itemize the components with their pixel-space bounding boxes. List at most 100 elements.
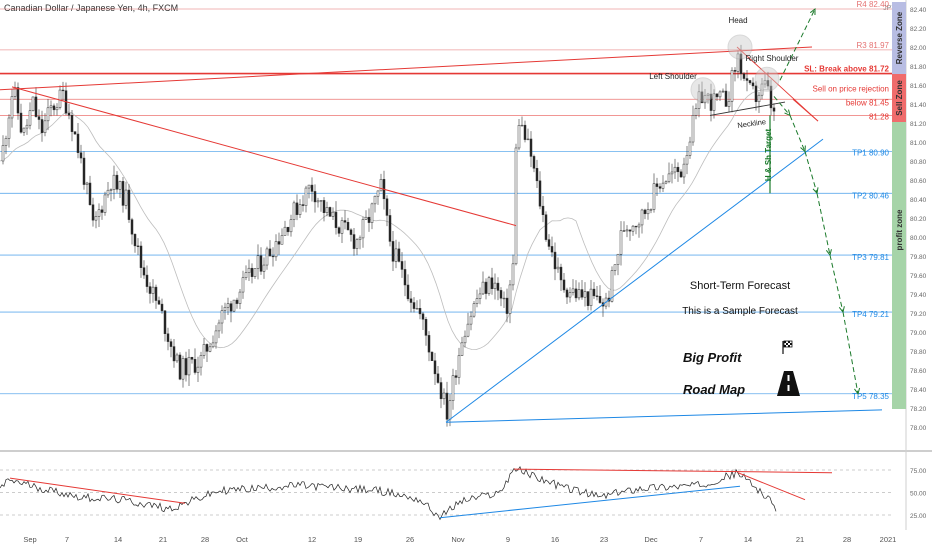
sell-zone-label: Sell Zone [895, 80, 904, 116]
y-tick-label: 78.80 [910, 349, 927, 356]
candle-body [709, 93, 713, 111]
candle-body [223, 306, 227, 311]
x-tick-label: 14 [114, 535, 122, 544]
candle-body [706, 93, 710, 96]
candle-body [550, 246, 554, 253]
candle-body [298, 204, 302, 215]
candle-body [19, 112, 23, 133]
candle-body [571, 288, 575, 293]
y-tick-label: 79.00 [910, 330, 927, 337]
candle-body [16, 87, 20, 114]
candle-body [352, 234, 356, 249]
x-tick-label: 14 [744, 535, 752, 544]
candle-body [232, 299, 236, 312]
candle-body [415, 308, 419, 310]
x-tick-label: 21 [159, 535, 167, 544]
y-tick-label: 78.40 [910, 387, 927, 394]
candle-body [316, 200, 320, 203]
candle-body [568, 292, 572, 298]
candle-body [88, 182, 92, 206]
candle-body [622, 230, 626, 232]
candle-body [649, 209, 653, 211]
candle-body [100, 209, 104, 213]
candle-body [127, 189, 131, 220]
candle-body [484, 281, 488, 294]
road-icon [777, 371, 800, 396]
candle-body [739, 53, 743, 75]
candle-body [640, 209, 644, 226]
candle-body [118, 181, 122, 190]
x-tick-label: 28 [201, 535, 209, 544]
candle-body [763, 80, 767, 85]
x-tick-label: Dec [644, 535, 658, 544]
y-tick-label: 80.40 [910, 197, 927, 204]
right-shoulder-label: Right Shoulder [746, 54, 799, 63]
level-label: 81.28 [869, 112, 890, 121]
candle-body [460, 342, 464, 356]
candle-body [598, 296, 602, 303]
osc-y-tick-label: 25.00 [910, 513, 927, 520]
candle-body [703, 95, 707, 104]
candle-body [169, 341, 173, 347]
candle-body [358, 237, 362, 240]
candle-body [196, 366, 200, 373]
forecast-arrow [829, 254, 844, 313]
candle-body [574, 288, 578, 299]
y-tick-label: 81.20 [910, 121, 927, 128]
candle-body [655, 183, 659, 187]
y-tick-label: 78.20 [910, 406, 927, 413]
moving-average-line [0, 89, 773, 351]
candle-body [664, 181, 668, 184]
candle-body [394, 248, 398, 262]
candle-body [124, 189, 128, 206]
osc-y-tick-label: 75.00 [910, 468, 927, 475]
candle-body [577, 289, 581, 299]
candle-body [214, 330, 218, 344]
reverse-zone-label: Reverse Zone [895, 11, 904, 64]
candle-body [694, 108, 698, 116]
neckline [709, 101, 786, 116]
candle-body [646, 209, 650, 215]
osc-resistance-line [513, 468, 833, 474]
y-tick-label: 81.00 [910, 140, 927, 147]
candle-body [94, 216, 98, 221]
candle-body [541, 205, 545, 215]
candle-body [538, 180, 542, 207]
candle-body [652, 183, 656, 210]
forecast-arrow-head [854, 387, 861, 395]
candle-body [349, 229, 353, 235]
candle-body [679, 171, 683, 178]
candle-body [388, 215, 392, 242]
candle-body [268, 248, 272, 257]
candle-body [445, 392, 449, 420]
candle-body [715, 93, 719, 98]
candle-body [697, 91, 701, 109]
candle-body [658, 186, 662, 189]
candle-body [310, 184, 314, 192]
candle-body [157, 300, 161, 305]
candle-body [319, 200, 323, 202]
candle-body [730, 70, 734, 102]
candle-body [136, 245, 140, 247]
candle-body [262, 264, 266, 272]
candle-body [70, 115, 74, 132]
osc-downtrend-line [9, 477, 186, 504]
candle-body [745, 78, 749, 81]
candle-body [502, 297, 506, 300]
candle-body [40, 119, 44, 134]
candle-body [286, 226, 290, 233]
x-tick-label: Nov [451, 535, 465, 544]
forecast-arrow [789, 115, 806, 152]
candle-body [7, 117, 11, 139]
y-tick-label: 82.00 [910, 45, 927, 52]
candle-body [244, 272, 248, 278]
candle-body [397, 248, 401, 262]
candle-body [295, 202, 299, 215]
y-tick-label: 79.40 [910, 292, 927, 299]
osc-y-tick-label: 50.00 [910, 491, 927, 498]
candle-body [148, 286, 152, 294]
y-tick-label: 81.40 [910, 102, 927, 109]
candle-body [523, 124, 527, 140]
x-tick-label: 16 [551, 535, 559, 544]
x-tick-label: 7 [699, 535, 703, 544]
